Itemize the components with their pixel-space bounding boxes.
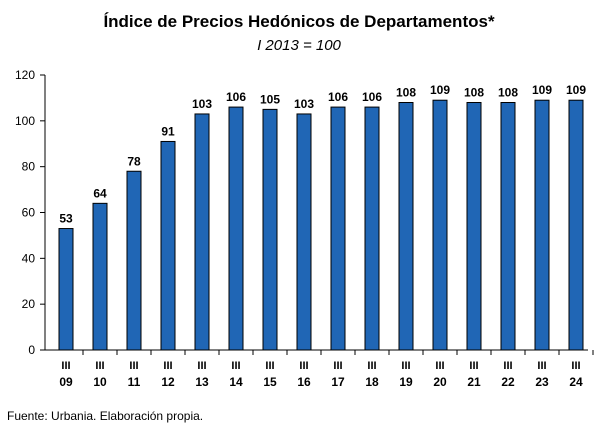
- bar: [364, 106, 380, 351]
- bar: [126, 170, 142, 351]
- bar: [568, 99, 584, 351]
- data-label: 108: [464, 86, 484, 100]
- x-tick-label-quarter: III: [503, 360, 512, 372]
- bar: [92, 202, 108, 351]
- data-label: 103: [294, 97, 314, 111]
- chart-source: Fuente: Urbania. Elaboración propia.: [7, 409, 204, 423]
- data-label: 108: [498, 86, 518, 100]
- bar: [466, 102, 482, 351]
- x-tick-label-year: 23: [535, 375, 549, 389]
- x-tick-label-year: 13: [195, 375, 209, 389]
- x-tick-label-quarter: III: [265, 360, 274, 372]
- bar: [160, 140, 176, 351]
- data-label: 106: [328, 90, 348, 104]
- x-tick-label-year: 16: [297, 375, 311, 389]
- x-tick-label-year: 17: [331, 375, 345, 389]
- data-label: 109: [430, 83, 450, 97]
- x-tick-label-quarter: III: [95, 360, 104, 372]
- data-label: 105: [260, 92, 280, 106]
- data-label: 64: [93, 186, 107, 200]
- x-tick-label-year: 12: [161, 375, 175, 389]
- x-tick-label-year: 20: [433, 375, 447, 389]
- y-tick-label: 80: [22, 160, 36, 174]
- bar: [398, 102, 414, 351]
- data-label: 109: [532, 83, 552, 97]
- chart-title: Índice de Precios Hedónicos de Departame…: [103, 12, 495, 31]
- data-label: 106: [362, 90, 382, 104]
- x-tick-label-quarter: III: [469, 360, 478, 372]
- y-tick-label: 0: [28, 343, 35, 357]
- x-tick-label-quarter: III: [571, 360, 580, 372]
- bar: [534, 99, 550, 351]
- x-tick-label-year: 15: [263, 375, 277, 389]
- data-label: 108: [396, 86, 416, 100]
- x-tick-label-quarter: III: [537, 360, 546, 372]
- bar: [500, 102, 516, 351]
- x-tick-label-year: 21: [467, 375, 481, 389]
- data-label: 109: [566, 83, 586, 97]
- bar: [228, 106, 244, 351]
- bar: [262, 108, 278, 351]
- x-tick-label-quarter: III: [435, 360, 444, 372]
- x-axis: III 09 III 10 III 11 III 12 III 13 III 14 III 15 III 16…: [45, 349, 594, 389]
- x-tick-label-quarter: III: [367, 360, 376, 372]
- y-tick-label: 100: [15, 114, 35, 128]
- x-tick-label-quarter: III: [129, 360, 138, 372]
- x-tick-label-year: 24: [569, 375, 583, 389]
- data-label: 103: [192, 97, 212, 111]
- y-tick-label: 20: [22, 297, 36, 311]
- x-tick-label-quarter: III: [197, 360, 206, 372]
- x-tick-label-quarter: III: [61, 360, 70, 372]
- bar: [296, 113, 312, 351]
- bar: [194, 113, 210, 351]
- x-tick-label-quarter: III: [401, 360, 410, 372]
- y-tick-label: 120: [15, 68, 35, 82]
- x-tick-label-quarter: III: [333, 360, 342, 372]
- x-tick-label-year: 22: [501, 375, 515, 389]
- data-label: 91: [161, 124, 175, 138]
- x-tick-label-year: 09: [59, 375, 73, 389]
- x-tick-label-year: 11: [128, 375, 141, 389]
- y-axis: 0 20 40 60 80 100 120: [15, 68, 46, 357]
- x-tick-label-year: 10: [93, 375, 107, 389]
- x-tick-label-year: 19: [399, 375, 413, 389]
- x-tick-label-quarter: III: [231, 360, 240, 372]
- y-tick-label: 40: [22, 251, 36, 265]
- x-tick-label-quarter: III: [299, 360, 308, 372]
- chart-subtitle: I 2013 = 100: [257, 37, 341, 54]
- bar: [330, 106, 346, 351]
- data-label: 106: [226, 90, 246, 104]
- data-labels: 53 64 78 91 103 106 105 103 106 106 108 109 108 108 10…: [59, 83, 586, 225]
- bars: [58, 99, 584, 351]
- data-label: 78: [127, 154, 141, 168]
- x-tick-label-year: 14: [229, 375, 243, 389]
- bar: [432, 99, 448, 351]
- y-tick-label: 60: [22, 206, 36, 220]
- x-tick-label-quarter: III: [163, 360, 172, 372]
- x-tick-label-year: 18: [365, 375, 379, 389]
- data-label: 53: [59, 212, 73, 226]
- bar: [58, 228, 74, 351]
